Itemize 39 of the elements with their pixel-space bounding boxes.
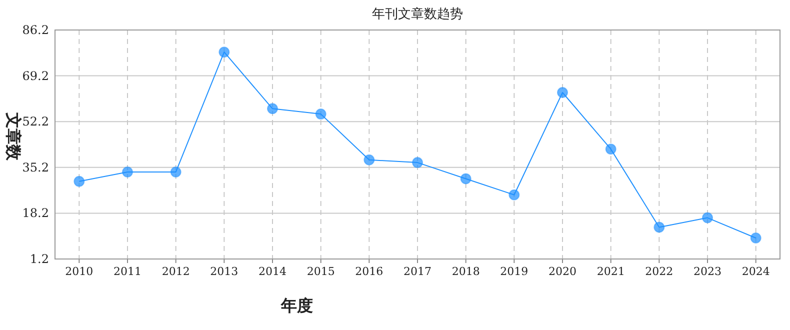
point bbox=[557, 87, 568, 98]
point bbox=[702, 212, 713, 224]
y-axis-title: 文章数 bbox=[4, 112, 23, 162]
point bbox=[122, 166, 133, 178]
x-tick-label: 2021 bbox=[596, 265, 625, 278]
point bbox=[412, 157, 423, 168]
x-tick-label: 2023 bbox=[694, 265, 722, 278]
x-tick-label: 2017 bbox=[404, 265, 432, 278]
x-tick-label: 2019 bbox=[500, 265, 528, 278]
x-tick-label: 2020 bbox=[548, 265, 576, 278]
x-tick-label: 2014 bbox=[258, 265, 286, 278]
point bbox=[460, 173, 472, 184]
y-tick-label: 52.2 bbox=[22, 114, 49, 129]
x-tick-label: 2011 bbox=[114, 265, 142, 278]
y-tick-label: 35.2 bbox=[22, 160, 49, 174]
point bbox=[508, 189, 520, 200]
x-axis-title: 年度 bbox=[280, 296, 313, 315]
x-tick-label: 2016 bbox=[355, 265, 384, 278]
point bbox=[605, 144, 616, 155]
y-tick-label: 86.2 bbox=[22, 23, 49, 37]
point bbox=[364, 154, 375, 166]
point bbox=[170, 166, 182, 178]
x-tick-label: 2018 bbox=[452, 265, 480, 278]
point bbox=[74, 176, 85, 187]
y-tick-label: 1.2 bbox=[30, 252, 49, 266]
x-tick-label: 2015 bbox=[306, 265, 335, 278]
point bbox=[267, 103, 278, 114]
point bbox=[315, 108, 326, 120]
x-tick-label: 2024 bbox=[742, 265, 770, 278]
chart-title: 年刊文章数趋势 bbox=[372, 7, 463, 22]
x-tick-label: 2013 bbox=[210, 265, 238, 278]
y-tick-label: 69.2 bbox=[22, 68, 49, 83]
y-tick-label: 18.2 bbox=[22, 206, 49, 220]
x-tick-label: 2012 bbox=[162, 265, 190, 278]
x-tick-label: 2022 bbox=[645, 265, 674, 278]
point bbox=[218, 46, 230, 58]
point bbox=[750, 232, 762, 244]
point bbox=[654, 222, 665, 233]
x-tick-label: 2010 bbox=[65, 265, 94, 278]
